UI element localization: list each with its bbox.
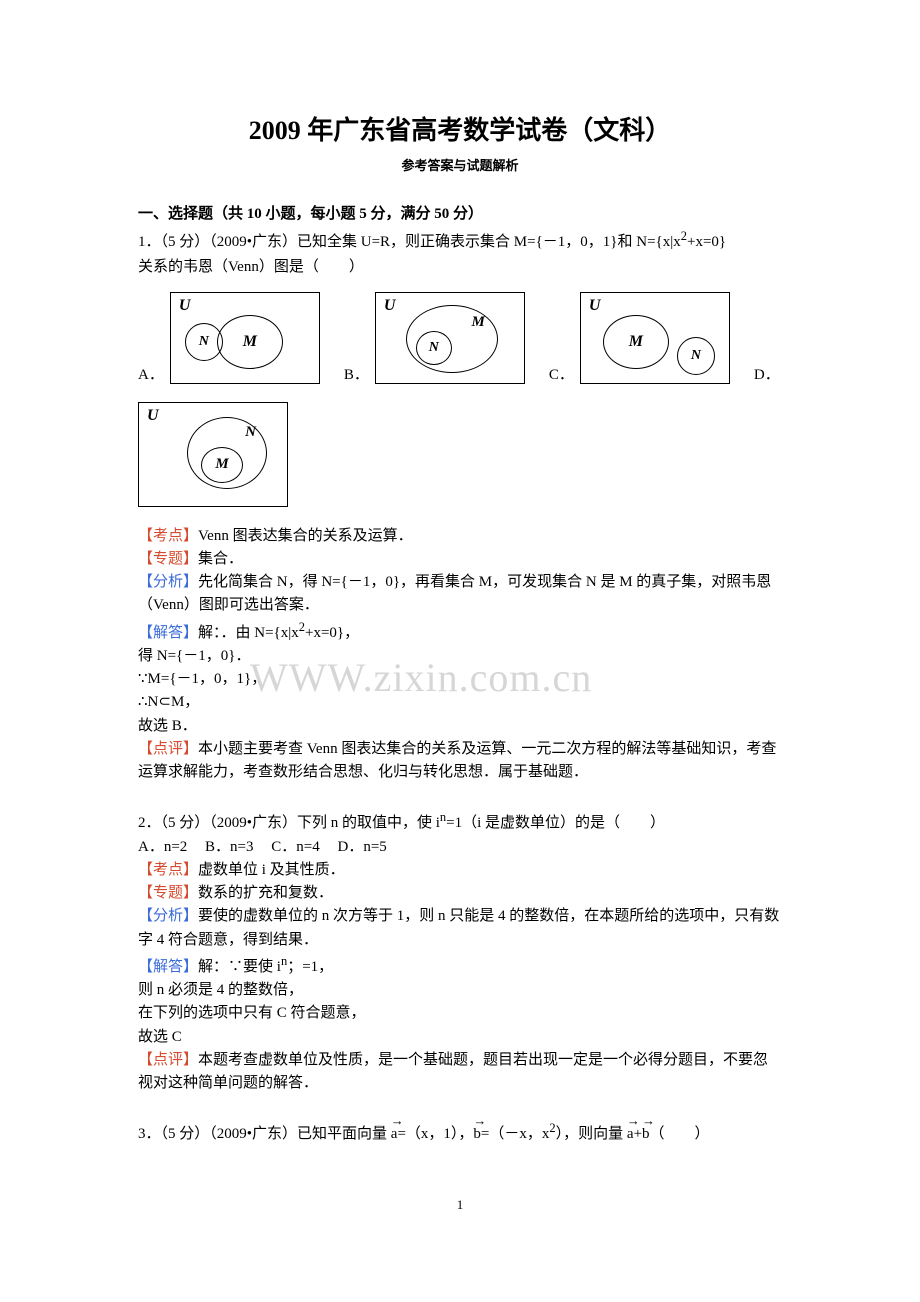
q3-eq2: =（－x，x (481, 1126, 549, 1142)
q3-eq3: ），则向量 (556, 1126, 627, 1142)
q2-zt: 【专题】数系的扩充和复数． (138, 882, 782, 905)
q2-opt-a: A．n=2 (138, 836, 187, 859)
jd-l1a: 解：．由 N={x|x (198, 625, 299, 641)
q2-jd: 【解答】解：∵要使 in；=1， (138, 952, 782, 979)
page-number: 1 (138, 1197, 782, 1213)
q1-jd-l4: ∴N⊂M， (138, 691, 782, 714)
kd-label: 【考点】 (138, 528, 198, 544)
q1-label-d: D． (754, 363, 780, 384)
venn-a: U N M (170, 292, 320, 384)
q1-stem: 1．（5 分）（2009•广东）已知全集 U=R，则正确表示集合 M={－1，0… (138, 227, 782, 280)
arrow-icon: → (473, 1114, 481, 1127)
fx-label: 【分析】 (138, 574, 198, 590)
q3-stem-a: 3．（5 分）（2009•广东）已知平面向量 (138, 1126, 391, 1142)
q2-stem-a: 2．（5 分）（2009•广东）下列 n 的取值中，使 i (138, 815, 440, 831)
q2-stem-b: =1（i 是虚数单位）的是（ ） (446, 815, 665, 831)
q1-options-row: A． U N M B． U M N C． U M N (138, 292, 782, 384)
kd-text: Venn 图表达集合的关系及运算． (198, 528, 413, 544)
venn-c: U M N (580, 292, 730, 384)
q1-fx: 【分析】先化简集合 N，得 N={－1，0}，再看集合 M，可发现集合 N 是 … (138, 571, 782, 618)
q1-option-c: C． U M N (549, 292, 730, 384)
venn-n-inner: N (416, 331, 452, 365)
jd-label: 【解答】 (138, 625, 198, 641)
arrow-icon: → (642, 1114, 650, 1127)
vec-b-letter: b (473, 1126, 481, 1142)
q1-stem-b: +x=0} (687, 234, 726, 250)
q2-kd: 【考点】虚数单位 i 及其性质． (138, 859, 782, 882)
kd-label: 【考点】 (138, 862, 198, 878)
q2-opt-b: B．n=3 (205, 836, 253, 859)
q2-fx: 【分析】要使的虚数单位的 n 次方等于 1，则 n 只能是 4 的整数倍，在本题… (138, 905, 782, 952)
q3-eq1: =（x，1）， (397, 1126, 473, 1142)
fx-text: 要使的虚数单位的 n 次方等于 1，则 n 只能是 4 的整数倍，在本题所给的选… (138, 908, 779, 947)
q1-jd-l5: 故选 B． (138, 715, 782, 738)
q2-opt-d: D．n=5 (337, 836, 386, 859)
venn-m-circle: M (603, 315, 669, 369)
dp-text: 本题考查虚数单位及性质，是一个基础题，题目若出现一定是一个必得分题目，不要忽视对… (138, 1052, 768, 1091)
q3-stem: 3．（5 分）（2009•广东）已知平面向量 →a=（x，1），→b=（－x，x… (138, 1119, 782, 1146)
venn-m-inner: M (201, 447, 243, 483)
jd-l1b: ；=1， (287, 959, 333, 975)
q1-option-d: D． (754, 363, 780, 384)
q1-stem-c: 关系的韦恩（Venn）图是（ ） (138, 256, 782, 279)
q1-option-a: A． U N M (138, 292, 320, 384)
vec-a2: →a (627, 1123, 634, 1146)
kd-text: 虚数单位 i 及其性质． (198, 862, 345, 878)
vec-a-letter: a (391, 1126, 398, 1142)
q2-jd-l2: 则 n 必须是 4 的整数倍， (138, 979, 782, 1002)
q3-plus: + (634, 1126, 642, 1142)
dp-label: 【点评】 (138, 741, 198, 757)
zt-label: 【专题】 (138, 551, 198, 567)
venn-u-label: U (147, 407, 159, 425)
venn-m-circle: M (217, 315, 283, 369)
q1-kd: 【考点】Venn 图表达集合的关系及运算． (138, 525, 782, 548)
venn-u-label: U (589, 297, 601, 315)
jd-l1b: +x=0}， (305, 625, 359, 641)
venn-u-label: U (179, 297, 191, 315)
fx-text: 先化简集合 N，得 N={－1，0}，再看集合 M，可发现集合 N 是 M 的真… (138, 574, 771, 613)
q1-jd-l3: ∵M={－1，0，1}， (138, 668, 782, 691)
vec-b-letter: b (642, 1126, 650, 1142)
zt-text: 数系的扩充和复数． (198, 885, 333, 901)
subtitle: 参考答案与试题解析 (138, 155, 782, 174)
q2-stem: 2．（5 分）（2009•广东）下列 n 的取值中，使 in=1（i 是虚数单位… (138, 808, 782, 835)
vec-a: →a (391, 1123, 398, 1146)
section-heading: 一、选择题（共 10 小题，每小题 5 分，满分 50 分） (138, 202, 782, 223)
arrow-icon: → (391, 1114, 398, 1127)
dp-label: 【点评】 (138, 1052, 198, 1068)
q2-opt-c: C．n=4 (271, 836, 319, 859)
jd-label: 【解答】 (138, 959, 198, 975)
q1-label-c: C． (549, 363, 574, 384)
arrow-icon: → (627, 1114, 634, 1127)
q1-option-b: B． U M N (344, 292, 525, 384)
venn-d: U N M (138, 402, 288, 507)
fx-label: 【分析】 (138, 908, 198, 924)
q1-label-b: B． (344, 363, 369, 384)
dp-text: 本小题主要考查 Venn 图表达集合的关系及运算、一元二次方程的解法等基础知识，… (138, 741, 776, 780)
vec-a-letter: a (627, 1126, 634, 1142)
q1-zt: 【专题】集合． (138, 548, 782, 571)
jd-l1a: 解：∵要使 i (198, 959, 281, 975)
q3-tail: （ ） (650, 1126, 710, 1142)
q1-jd: 【解答】解：．由 N={x|x2+x=0}， (138, 618, 782, 645)
venn-n-circle: N (677, 337, 715, 375)
venn-u-label: U (384, 297, 396, 315)
q1-stem-a: 1．（5 分）（2009•广东）已知全集 U=R，则正确表示集合 M={－1，0… (138, 234, 681, 250)
zt-text: 集合． (198, 551, 243, 567)
q1-label-a: A． (138, 363, 164, 384)
q2-jd-l3: 在下列的选项中只有 C 符合题意， (138, 1002, 782, 1025)
q2-jd-l4: 故选 C (138, 1026, 782, 1049)
q2-dp: 【点评】本题考查虚数单位及性质，是一个基础题，题目若出现一定是一个必得分题目，不… (138, 1049, 782, 1096)
zt-label: 【专题】 (138, 885, 198, 901)
vec-b: →b (473, 1123, 481, 1146)
q1-jd-l2: 得 N={－1，0}． (138, 645, 782, 668)
page-title: 2009 年广东省高考数学试卷（文科） (138, 110, 782, 147)
venn-b: U M N (375, 292, 525, 384)
vec-b2: →b (642, 1123, 650, 1146)
q1-dp: 【点评】本小题主要考查 Venn 图表达集合的关系及运算、一元二次方程的解法等基… (138, 738, 782, 785)
q2-options: A．n=2 B．n=3 C．n=4 D．n=5 (138, 836, 782, 859)
